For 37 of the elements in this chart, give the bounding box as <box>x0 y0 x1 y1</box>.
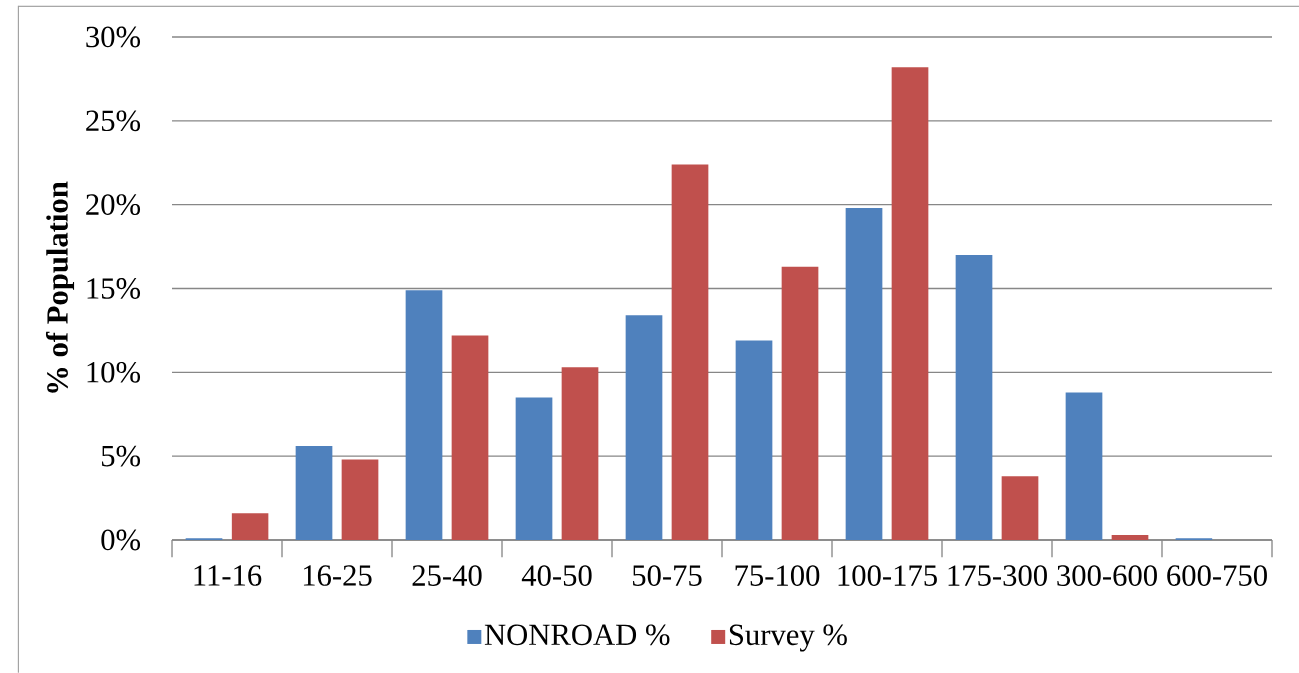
x-tick-label: 40-50 <box>521 565 592 586</box>
x-tick-label: 25-40 <box>412 565 482 586</box>
y-tick-label: 5% <box>101 445 141 467</box>
bar <box>1111 534 1149 540</box>
bar <box>451 335 489 540</box>
y-tick-label: 0% <box>101 529 141 551</box>
y-tick-label: 25% <box>86 110 141 132</box>
y-tick-label: 20% <box>86 194 141 216</box>
y-tick-label: 10% <box>87 361 141 383</box>
bar <box>231 513 269 540</box>
bar <box>671 164 709 540</box>
bar <box>1065 392 1103 540</box>
bar <box>405 290 443 540</box>
x-tick-label: 75-100 <box>735 565 820 586</box>
x-tick-label: 16-25 <box>303 565 372 586</box>
x-tick-label: 600-750 <box>1167 565 1267 586</box>
legend-label: NONROAD % <box>484 624 670 646</box>
bar <box>845 208 883 540</box>
x-tick-label: 100-175 <box>838 565 937 586</box>
bar <box>561 367 599 540</box>
bar <box>891 67 929 540</box>
bar <box>515 397 553 540</box>
bar <box>341 459 379 540</box>
x-tick-label: 300-600 <box>1057 565 1157 586</box>
x-tick-label: 50-75 <box>633 565 702 586</box>
y-tick-label: 30% <box>86 26 141 48</box>
bar <box>781 266 819 540</box>
bar <box>1001 476 1039 540</box>
bar <box>735 340 773 540</box>
y-axis-title: % of Population <box>45 181 75 393</box>
legend-label: Survey % <box>729 624 847 652</box>
x-tick-label: 11-16 <box>194 565 262 586</box>
bar <box>955 254 993 540</box>
x-tick-label: 175-300 <box>948 565 1047 586</box>
y-tick-label: 15% <box>87 278 141 299</box>
bar <box>625 315 663 540</box>
bar <box>295 446 333 540</box>
